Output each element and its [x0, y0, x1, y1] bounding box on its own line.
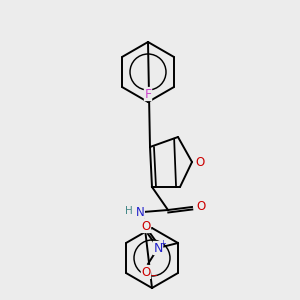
Text: N: N	[136, 206, 144, 218]
Text: N: N	[153, 242, 163, 254]
Text: −: −	[150, 271, 158, 281]
Text: H: H	[125, 206, 133, 216]
Text: O: O	[196, 200, 206, 214]
Text: +: +	[160, 238, 167, 247]
Text: O: O	[141, 266, 151, 278]
Text: O: O	[195, 155, 205, 169]
Text: F: F	[144, 88, 152, 100]
Text: O: O	[141, 220, 151, 232]
